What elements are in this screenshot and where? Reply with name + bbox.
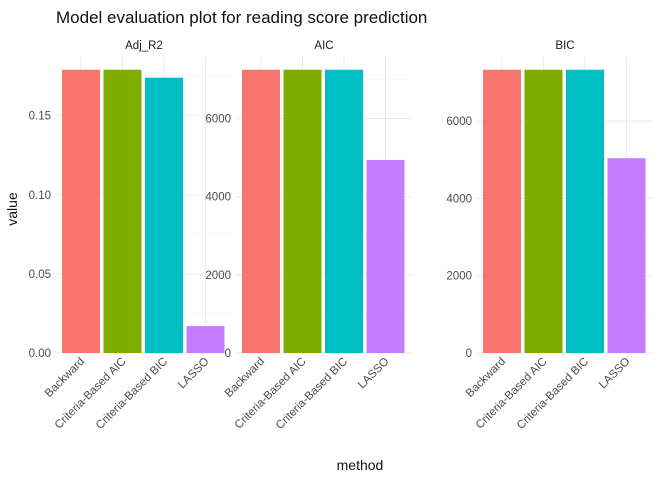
- y-tick-label: 0.00: [29, 348, 51, 360]
- bar: [62, 69, 100, 354]
- bar: [524, 69, 563, 354]
- bar: [186, 326, 225, 353]
- x-tick-label: Criteria-Based BIC: [515, 356, 591, 432]
- y-tick-label: 4000: [446, 193, 472, 205]
- x-tick-label: LASSO: [176, 356, 212, 392]
- y-tick-label: 0.10: [29, 190, 51, 202]
- x-tick-label: LASSO: [597, 356, 633, 392]
- x-tick-label: Criteria-Based AIC: [474, 356, 550, 432]
- x-tick-label: Criteria-Based AIC: [53, 356, 129, 432]
- x-tick-label: Criteria-Based AIC: [233, 356, 309, 432]
- bar: [483, 69, 521, 354]
- bar: [566, 69, 604, 354]
- x-tick-label: Backward: [223, 356, 267, 400]
- chart-title: Model evaluation plot for reading score …: [56, 8, 427, 27]
- x-tick-label: Backward: [43, 356, 87, 400]
- y-tick-label: 0: [225, 348, 231, 360]
- y-axis-title: value: [4, 192, 20, 226]
- bar: [242, 69, 280, 354]
- y-tick-label: 2000: [446, 271, 472, 283]
- x-tick-label: Criteria-Based BIC: [274, 356, 350, 432]
- y-tick-label: 2000: [205, 270, 231, 282]
- x-axis-title: method: [337, 457, 384, 473]
- bar: [145, 77, 183, 354]
- y-tick-label: 6000: [205, 114, 231, 126]
- bar: [103, 69, 142, 354]
- facet-panel: 0.00 0.05 0.10 0.15 Adj_R2 BackwardCriteria-B…: [29, 40, 232, 432]
- facet-panels: 0.000.050.100.15Adj_R2BackwardCriteria-B…: [29, 40, 653, 432]
- y-tick-label: 6000: [446, 116, 472, 128]
- facet-label: AIC: [314, 40, 333, 52]
- bar: [607, 158, 646, 353]
- facet-label: Adj_R2: [125, 40, 163, 52]
- y-tick-label: 4000: [205, 192, 231, 204]
- x-tick-label: Criteria-Based BIC: [94, 356, 170, 432]
- x-tick-label: LASSO: [356, 356, 392, 392]
- y-tick-label: 0: [466, 348, 472, 360]
- bar: [325, 69, 363, 354]
- x-tick-label: Backward: [464, 356, 508, 400]
- y-tick-label: 0.05: [29, 269, 51, 281]
- bar: [366, 159, 405, 353]
- y-tick-label: 0.15: [29, 111, 51, 123]
- facet-label: BIC: [555, 40, 574, 52]
- bar: [283, 69, 322, 354]
